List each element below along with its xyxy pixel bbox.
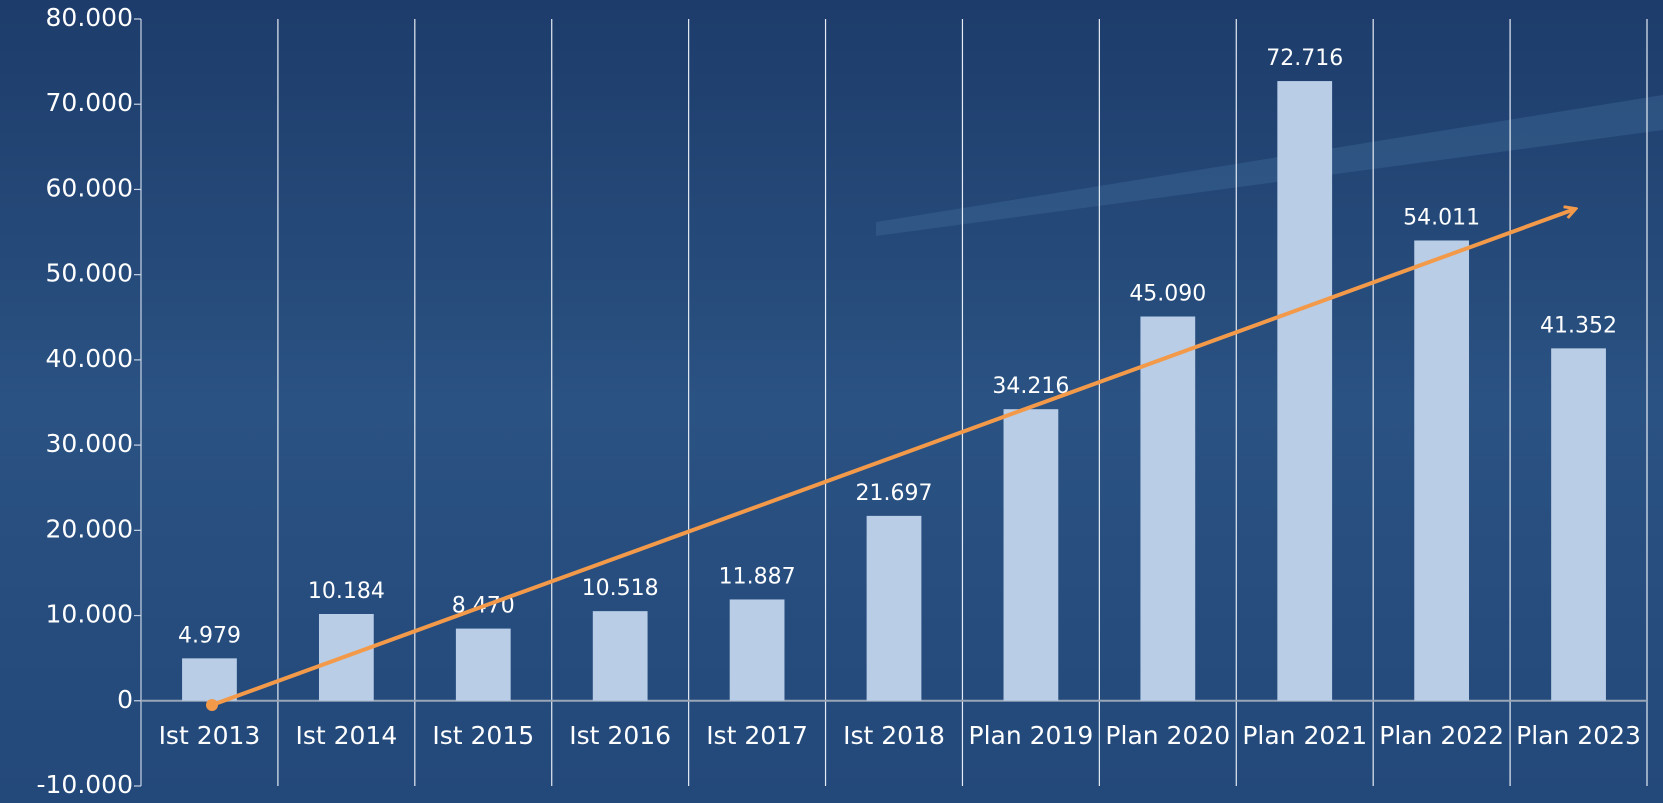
x-tick-label: Plan 2023 (1516, 721, 1641, 750)
value-label: 4.979 (178, 623, 241, 648)
x-tick-label: Plan 2021 (1242, 721, 1367, 750)
bar (455, 628, 511, 701)
bar (1003, 409, 1059, 701)
value-label: 72.716 (1266, 46, 1343, 71)
y-tick-label: 0 (117, 685, 133, 714)
value-label: 10.184 (308, 579, 385, 604)
bar (866, 515, 922, 701)
y-tick-label: 70.000 (46, 88, 133, 117)
x-tick-label: Ist 2017 (706, 721, 808, 750)
bar (1140, 316, 1196, 701)
bar (1414, 240, 1470, 701)
value-label: 54.011 (1403, 205, 1480, 230)
y-tick-label: 60.000 (46, 173, 133, 202)
x-tick-label: Ist 2013 (159, 721, 261, 750)
bar (592, 611, 648, 701)
value-label: 45.090 (1129, 282, 1206, 307)
y-tick-label: 40.000 (46, 344, 133, 373)
value-label: 34.216 (992, 374, 1069, 399)
value-label: 10.518 (582, 576, 659, 601)
bar (729, 599, 785, 701)
y-tick-label: 30.000 (46, 429, 133, 458)
trend-start (206, 699, 218, 711)
y-tick-label: 20.000 (46, 514, 133, 543)
value-label: 11.887 (719, 564, 796, 589)
value-label: 21.697 (856, 481, 933, 506)
y-tick-label: -10.000 (37, 770, 134, 799)
x-tick-label: Ist 2016 (569, 721, 671, 750)
bar (182, 658, 237, 701)
bar (1277, 81, 1333, 701)
y-tick-label: 80.000 (46, 3, 133, 32)
x-tick-label: Ist 2014 (295, 721, 397, 750)
plot-area: -10.000 0 10.000 20.000 30.000 40.000 50.000 60… (37, 3, 1648, 799)
value-label: 41.352 (1540, 313, 1617, 338)
x-tick-label: Plan 2019 (969, 721, 1094, 750)
y-tick-label: 10.000 (46, 600, 133, 629)
y-tick-label: 50.000 (46, 259, 133, 288)
x-tick-label: Ist 2018 (843, 721, 945, 750)
x-tick-label: Plan 2022 (1379, 721, 1504, 750)
bar (1551, 348, 1606, 701)
x-tick-label: Plan 2020 (1105, 721, 1230, 750)
trend-arrow (211, 209, 1575, 707)
x-tick-label: Ist 2015 (432, 721, 534, 750)
decoration (876, 95, 1663, 236)
